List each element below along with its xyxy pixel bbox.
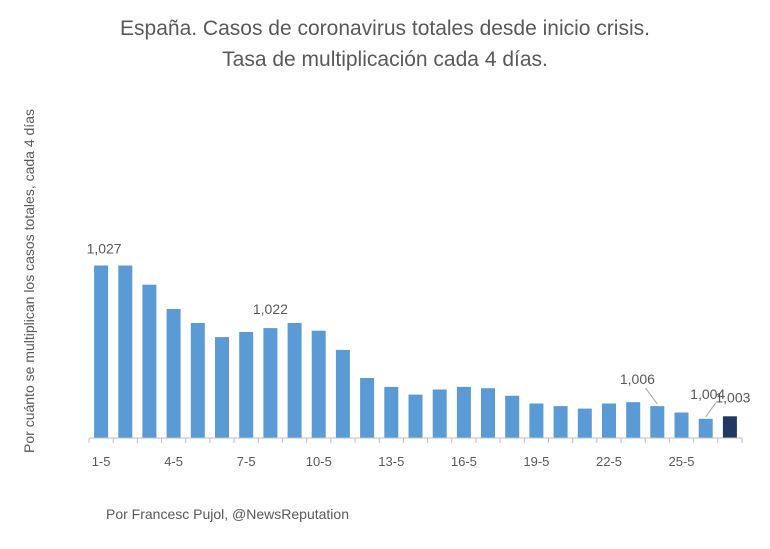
bar-17-5 (481, 388, 495, 438)
x-tick-label: 4-5 (164, 454, 183, 469)
bar-27-5 (722, 416, 737, 438)
data-label: 1,004 (690, 386, 725, 402)
bar-15-5 (432, 389, 447, 438)
x-tick-label: 19-5 (523, 454, 549, 469)
bar-6-5 (215, 337, 229, 438)
bar-3-5 (142, 284, 157, 438)
x-tick-label: 13-5 (378, 454, 404, 469)
data-label: 1,022 (253, 301, 288, 317)
bar-1-5 (94, 265, 109, 438)
bar-2-5 (118, 265, 133, 438)
bar-14-5 (408, 394, 423, 438)
bar-24-5 (650, 406, 665, 438)
data-label: 1,027 (87, 241, 122, 257)
bar-10-5 (311, 330, 326, 438)
x-tick-label: 16-5 (451, 454, 477, 469)
data-label-leader (645, 387, 658, 405)
bar-5-5 (190, 323, 205, 438)
chart-title: España. Casos de coronavirus totales des… (120, 17, 650, 40)
bar-21-5 (577, 408, 592, 438)
x-tick-label: 25-5 (668, 454, 694, 469)
bar-16-5 (456, 386, 471, 438)
x-tick-label: 22-5 (596, 454, 622, 469)
bar-8-5 (263, 328, 278, 438)
bar-9-5 (287, 323, 302, 438)
credit-text: Por Francesc Pujol, @NewsReputation (106, 506, 349, 522)
x-tick-label: 10-5 (306, 454, 332, 469)
bar-13-5 (384, 386, 399, 438)
bar-4-5 (166, 309, 181, 438)
data-label-leader (705, 402, 717, 418)
bar-22-5 (602, 403, 616, 438)
bar-18-5 (505, 395, 520, 438)
x-tick-label: 7-5 (237, 454, 256, 469)
bar-19-5 (529, 403, 544, 438)
chart-subtitle: Tasa de multiplicación cada 4 días. (222, 48, 548, 71)
bar-7-5 (239, 332, 254, 438)
x-tick-label: 1-5 (92, 454, 111, 469)
data-label: 1,006 (620, 371, 655, 387)
bar-26-5 (698, 418, 713, 438)
bar-12-5 (360, 378, 375, 438)
bar-25-5 (674, 412, 689, 438)
data-label: 1,003 (715, 389, 750, 405)
bar-11-5 (335, 349, 350, 438)
bar-23-5 (626, 402, 641, 438)
bar-20-5 (553, 406, 568, 438)
